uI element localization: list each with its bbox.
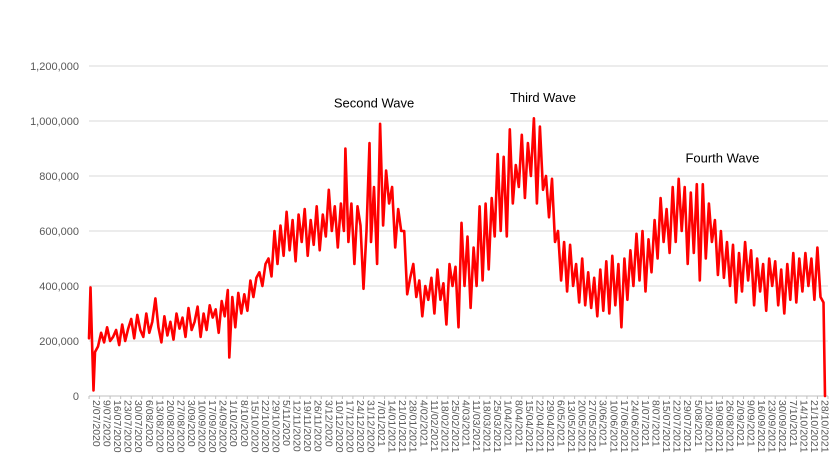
- x-tick-label: 2/09/2021: [734, 400, 746, 447]
- x-tick-label: 27/08/2020: [174, 400, 186, 453]
- x-tick-label: 15/10/2020: [248, 400, 260, 453]
- x-tick-label: 25/03/2021: [491, 400, 503, 453]
- x-tick-label: 4/03/2021: [460, 400, 472, 447]
- x-tick-label: 1/07/2021: [639, 400, 651, 447]
- x-tick-label: 3/09/2020: [185, 400, 197, 447]
- x-tick-label: 17/12/2020: [343, 400, 355, 453]
- x-tick-label: 21/01/2021: [396, 400, 408, 453]
- x-tick-label: 17/06/2021: [618, 400, 630, 453]
- x-tick-label: 22/07/2021: [671, 400, 683, 453]
- x-tick-label: 15/04/2021: [523, 400, 535, 453]
- series-layer: [87, 117, 827, 398]
- x-tick-label: 24/06/2021: [628, 400, 640, 453]
- x-tick-label: 3/12/2020: [322, 400, 334, 447]
- x-tick-label: 8/10/2020: [238, 400, 250, 447]
- gridlines: [89, 65, 828, 397]
- x-tick-label: 9/09/2021: [745, 400, 757, 447]
- x-tick-label: 12/08/2021: [702, 400, 714, 453]
- x-tick-label: 16/07/2020: [111, 400, 123, 453]
- annotations: Second Wave Third Wave Fourth Wave: [334, 90, 760, 166]
- x-tick-label: 15/07/2021: [660, 400, 672, 453]
- x-tick-label: 23/07/2020: [122, 400, 134, 453]
- x-tick-label: 8/04/2021: [512, 400, 524, 447]
- x-tick-label: 29/07/2021: [681, 400, 693, 453]
- x-tick-label: 25/02/2021: [449, 400, 461, 453]
- x-tick-label: 10/09/2020: [196, 400, 208, 453]
- x-tick-label: 6/08/2020: [143, 400, 155, 447]
- y-tick-label: 600,000: [39, 226, 79, 238]
- x-tick-label: 7/10/2021: [787, 400, 799, 447]
- x-tick-label: 1/10/2020: [227, 400, 239, 447]
- x-tick-label: 26/11/2020: [312, 400, 324, 452]
- x-tick-label: 24/12/2020: [354, 400, 366, 453]
- x-tick-label: 7/01/2021: [375, 400, 387, 447]
- x-tick-label: 14/01/2021: [386, 400, 398, 453]
- x-tick-label: 13/05/2021: [565, 400, 577, 453]
- x-tick-label: 23/09/2021: [766, 400, 778, 453]
- x-tick-label: 21/10/2021: [808, 400, 820, 453]
- x-tick-label: 29/04/2021: [544, 400, 556, 453]
- y-tick-label: 800,000: [39, 171, 79, 183]
- x-tick-label: 11/03/2021: [470, 400, 482, 452]
- x-tick-label: 10/12/2020: [333, 400, 345, 453]
- x-tick-label: 4/02/2021: [417, 400, 429, 447]
- x-tick-label: 24/09/2020: [217, 400, 229, 453]
- x-tick-label: 28/01/2021: [407, 400, 419, 453]
- annotation-label: Second Wave: [334, 95, 414, 110]
- x-tick-label: 27/05/2021: [586, 400, 598, 453]
- y-axis-tick-labels: 0 200,000 400,000 600,000 800,000 1,000,000 1,…: [30, 61, 79, 403]
- x-tick-label: 17/09/2020: [206, 400, 218, 453]
- x-tick-label: 30/09/2021: [776, 400, 788, 453]
- x-tick-label: 22/04/2021: [533, 400, 545, 453]
- annotation-label: Fourth Wave: [685, 150, 759, 165]
- y-tick-label: 200,000: [39, 336, 79, 348]
- x-tick-label: 9/07/2020: [101, 400, 113, 447]
- annotation-label: Third Wave: [510, 90, 576, 105]
- x-tick-label: 1/04/2021: [502, 400, 514, 447]
- series-line: [87, 117, 827, 398]
- x-tick-label: 28/10/2021: [818, 400, 830, 453]
- x-tick-label: 11/02/2021: [428, 400, 440, 452]
- x-tick-label: 10/06/2021: [607, 400, 619, 453]
- y-tick-label: 400,000: [39, 281, 79, 293]
- x-tick-label: 31/12/2020: [364, 400, 376, 453]
- x-tick-label: 19/08/2021: [713, 400, 725, 453]
- x-tick-label: 5/11/2020: [280, 400, 292, 446]
- x-tick-label: 2/07/2020: [90, 400, 102, 447]
- x-axis-tick-labels: 2/07/20209/07/202016/07/202023/07/202030…: [88, 396, 830, 453]
- x-tick-label: 5/08/2021: [692, 400, 704, 447]
- y-tick-label: 1,200,000: [30, 61, 79, 73]
- x-tick-label: 16/09/2021: [755, 400, 767, 453]
- x-tick-label: 3/06/2021: [597, 400, 609, 447]
- y-tick-label: 0: [73, 391, 79, 403]
- x-tick-label: 22/10/2020: [259, 400, 271, 453]
- x-tick-label: 19/11/2020: [301, 400, 313, 452]
- x-tick-label: 18/02/2021: [438, 400, 450, 453]
- x-tick-label: 6/05/2021: [555, 400, 567, 447]
- x-tick-label: 8/07/2021: [650, 400, 662, 447]
- x-tick-label: 13/08/2020: [153, 400, 165, 453]
- x-tick-label: 18/03/2021: [481, 400, 493, 453]
- y-tick-label: 1,000,000: [30, 116, 79, 128]
- x-tick-label: 12/11/2020: [291, 400, 303, 452]
- x-tick-label: 26/08/2021: [723, 400, 735, 453]
- x-tick-label: 20/05/2021: [576, 400, 588, 453]
- x-tick-label: 14/10/2021: [797, 400, 809, 453]
- x-tick-label: 29/10/2020: [269, 400, 281, 453]
- x-tick-label: 20/08/2020: [164, 400, 176, 453]
- x-tick-label: 30/07/2020: [132, 400, 144, 453]
